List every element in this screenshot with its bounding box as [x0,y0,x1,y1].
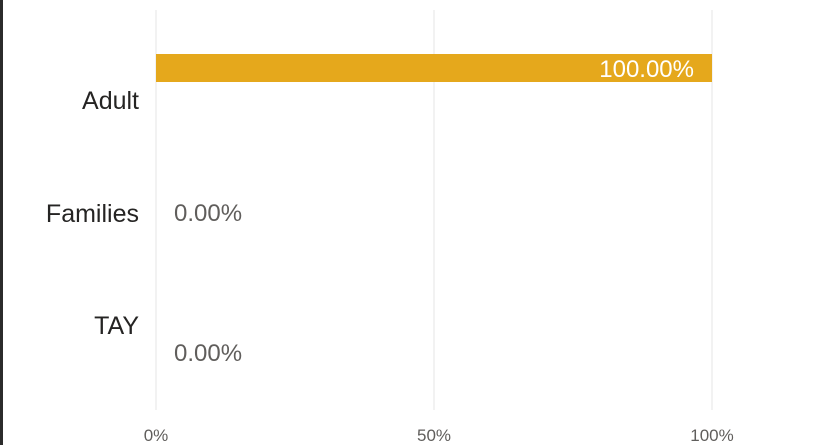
bar-chart: Adult Families TAY 100.00% 0.00% 0.00% 0% 50%… [46,10,734,445]
data-label: 100.00% [599,56,694,83]
category-label: Adult [82,87,139,115]
x-tick-label: 100% [690,426,733,445]
data-label: 0.00% [174,200,242,227]
data-labels: 100.00% 0.00% 0.00% [174,56,694,367]
category-label: TAY [94,312,139,340]
category-labels: Adult Families TAY [46,87,139,340]
x-axis-tick-labels: 0% 50% 100% [144,426,734,445]
category-label: Families [46,200,139,228]
x-tick-label: 50% [417,426,451,445]
data-label: 0.00% [174,340,242,367]
bar[interactable] [156,54,712,82]
x-tick-label: 0% [144,426,169,445]
bars [156,54,712,82]
